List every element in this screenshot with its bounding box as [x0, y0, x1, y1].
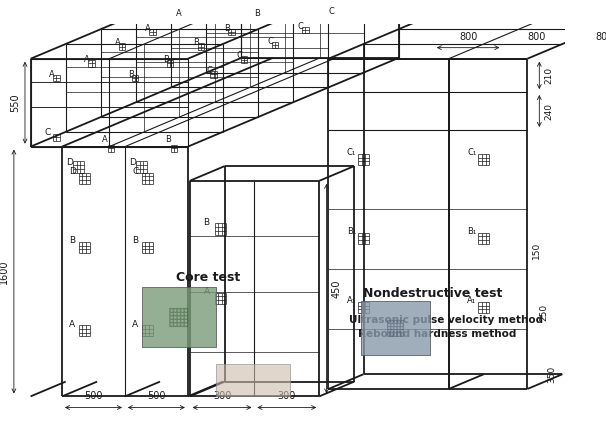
Text: A: A — [204, 287, 210, 296]
Text: Ultrasonic pulse velocity method: Ultrasonic pulse velocity method — [349, 315, 544, 325]
Text: A: A — [49, 70, 55, 79]
Text: A: A — [132, 320, 138, 328]
Text: Core test: Core test — [176, 271, 240, 283]
Text: 500: 500 — [147, 391, 165, 401]
Text: 800: 800 — [527, 32, 546, 42]
Text: B: B — [132, 236, 138, 245]
Text: ▦: ▦ — [385, 318, 406, 338]
Text: A: A — [70, 320, 76, 328]
Text: 800: 800 — [596, 32, 606, 42]
Text: A: A — [115, 38, 121, 48]
Text: 210: 210 — [544, 67, 553, 84]
Text: B: B — [204, 218, 210, 227]
Text: 300: 300 — [278, 391, 296, 401]
Text: C₁: C₁ — [467, 149, 476, 158]
Text: Nondestructive test: Nondestructive test — [363, 287, 502, 300]
Bar — [216, 364, 290, 396]
Text: 500: 500 — [84, 391, 102, 401]
Text: B: B — [193, 38, 199, 48]
Text: C: C — [132, 167, 139, 176]
Text: C: C — [328, 7, 335, 16]
Text: C: C — [44, 128, 51, 137]
Text: 250: 250 — [539, 304, 548, 321]
Text: B: B — [70, 236, 76, 245]
Text: A: A — [176, 9, 182, 18]
Text: A: A — [84, 55, 90, 64]
Text: C: C — [298, 22, 304, 31]
Text: C: C — [237, 51, 242, 61]
Text: ▦: ▦ — [167, 305, 190, 329]
Text: A₁: A₁ — [347, 296, 356, 306]
Text: B₁: B₁ — [467, 227, 476, 236]
Text: B: B — [224, 24, 230, 32]
Text: B: B — [255, 9, 260, 18]
Text: D: D — [130, 158, 136, 167]
Text: A: A — [145, 24, 151, 32]
Text: 240: 240 — [544, 102, 553, 120]
Text: Rebound hardness method: Rebound hardness method — [358, 329, 516, 339]
Text: 300: 300 — [213, 391, 231, 401]
Text: 550: 550 — [10, 93, 21, 112]
Text: 150: 150 — [532, 242, 541, 259]
Text: C₁: C₁ — [347, 149, 356, 158]
Text: D: D — [70, 167, 76, 176]
Text: A₁: A₁ — [467, 296, 476, 306]
Text: B₁: B₁ — [347, 227, 356, 236]
Text: D: D — [67, 158, 73, 167]
Bar — [142, 287, 216, 348]
Text: B: B — [165, 135, 170, 144]
Bar — [361, 301, 430, 355]
Text: 450: 450 — [331, 279, 341, 298]
Text: C: C — [206, 66, 212, 75]
Text: 1600: 1600 — [0, 259, 9, 284]
Text: 350: 350 — [547, 366, 556, 384]
Text: C: C — [267, 36, 273, 45]
Text: A: A — [102, 135, 107, 144]
Text: B: B — [163, 55, 168, 64]
Text: 800: 800 — [459, 32, 478, 42]
Text: B: B — [128, 70, 133, 79]
